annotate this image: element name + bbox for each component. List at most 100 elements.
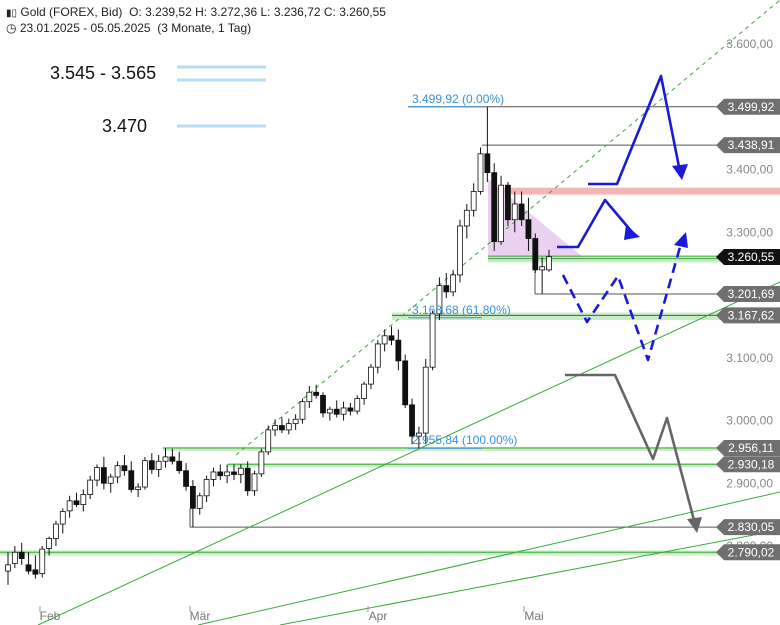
candle-body <box>258 451 265 475</box>
candle-body <box>320 394 326 414</box>
price-tag-label: 3.167,62 <box>728 308 775 322</box>
ohlc-readout: O: 3.239,52 H: 3.272,36 L: 3.236,72 C: 3… <box>129 5 386 19</box>
trendline-lower <box>197 491 780 625</box>
scenario-layer <box>557 74 702 533</box>
candle-body <box>306 391 313 403</box>
candle-body <box>388 335 395 341</box>
support-zone <box>488 256 780 263</box>
support-zone <box>163 446 780 451</box>
header-line-2: ◷ 23.01.2025 - 05.05.2025 (3 Monate, 1 T… <box>6 21 251 35</box>
fib-label: 3.163,68 (61.80%) <box>412 303 511 317</box>
price-tag-label: 2.956,11 <box>728 441 774 455</box>
candle-body <box>409 404 415 437</box>
candle-body <box>326 408 333 414</box>
x-tick-label: Mai <box>524 609 543 623</box>
price-tag <box>716 544 780 561</box>
candle-body <box>272 425 278 431</box>
candle-body <box>80 494 87 505</box>
support-zone <box>228 463 780 468</box>
resistance-zone <box>488 187 780 195</box>
candle-body <box>18 551 25 559</box>
candle-body <box>203 479 210 497</box>
price-tag-label: 3.201,69 <box>728 287 775 301</box>
candle-body <box>176 460 183 472</box>
y-tick-label: 3.300,00 <box>726 225 773 239</box>
candle-body <box>73 500 80 505</box>
candle-body <box>450 274 457 293</box>
candle-body <box>491 172 498 243</box>
price-tag-label: 3.260,55 <box>728 250 775 264</box>
price-tag <box>716 440 780 457</box>
candle-body <box>505 184 511 221</box>
x-tick-label: Mär <box>190 609 211 623</box>
candle-body <box>142 460 148 488</box>
candle-body <box>237 467 244 475</box>
candle-body <box>470 191 477 211</box>
candle-body <box>210 471 217 480</box>
candle-body <box>217 471 224 477</box>
scenario-path-blue-1 <box>588 74 682 186</box>
trendline-upper-dashed <box>235 0 780 456</box>
candle-body <box>518 203 525 221</box>
y-tick-label: 3.000,00 <box>726 414 773 428</box>
candle-body <box>231 471 237 475</box>
candle-body <box>265 429 272 453</box>
candle-body <box>477 153 484 192</box>
candle-body <box>25 564 32 572</box>
candle-body <box>244 467 251 492</box>
candle-body <box>169 456 176 462</box>
candle-body <box>347 407 354 412</box>
candle-body <box>484 153 491 174</box>
candle-body <box>402 360 409 406</box>
chart-type-icon: ▮▯ <box>6 8 18 19</box>
scenario-arrowhead <box>624 225 640 240</box>
trendline-bottom <box>279 529 780 625</box>
x-tick-label: Feb <box>40 609 61 623</box>
candle-body <box>292 418 299 425</box>
y-tick-label: 2.900,00 <box>726 476 773 490</box>
axis-layer: 3.600,00 3.400,00 3.300,00 3.100,00 3.000,00… <box>39 37 773 623</box>
tags-layer: 3.499,92 3.438,91 3.260,55 3.201,69 3.167,62… <box>716 98 780 561</box>
candle-body <box>59 511 66 525</box>
candle-body <box>333 408 340 415</box>
scenario-arrowhead <box>672 164 688 180</box>
candle-body <box>32 569 39 575</box>
candle-body <box>279 425 285 431</box>
clock-icon: ◷ <box>6 21 17 35</box>
price-tag <box>716 98 780 115</box>
scenario-path-blue-2 <box>557 198 633 249</box>
fib-label: 2.955,84 (100.00%) <box>412 433 517 447</box>
candle-body <box>381 335 388 345</box>
y-tick-label: 3.600,00 <box>726 37 773 51</box>
triangle-pattern <box>488 178 585 259</box>
candle-body <box>532 238 539 271</box>
scenario-arrowhead <box>674 232 688 248</box>
scenario-path-gray <box>565 373 697 525</box>
candle-body <box>189 485 196 509</box>
candle-body <box>66 500 73 512</box>
period-label: (3 Monate, 1 Tag) <box>157 21 252 35</box>
candle-body <box>429 313 436 368</box>
support-zone <box>0 550 780 556</box>
candle-body <box>395 339 402 362</box>
candle-body <box>313 391 320 396</box>
candle-body <box>196 495 203 509</box>
y-tick-label: 3.100,00 <box>726 351 773 365</box>
zones-layer <box>0 65 780 556</box>
candle-body <box>87 479 94 495</box>
candle-body <box>5 564 11 572</box>
price-tag <box>716 456 780 473</box>
candle-body <box>374 343 381 368</box>
candle-body <box>457 225 463 276</box>
candle-body <box>340 407 347 415</box>
candle-body <box>53 523 59 539</box>
price-tag <box>716 137 780 154</box>
candle-body <box>422 366 429 434</box>
candle-body <box>100 467 107 484</box>
x-tick-label: Apr <box>369 609 388 623</box>
candle-body <box>511 203 518 221</box>
price-tag <box>716 519 780 536</box>
price-tag <box>716 249 780 266</box>
